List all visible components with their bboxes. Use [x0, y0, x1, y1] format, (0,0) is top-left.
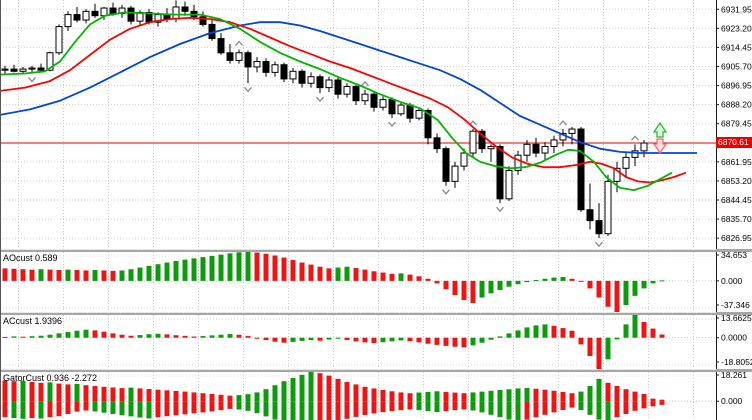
fractal-down-icon	[388, 121, 396, 128]
alligator-layer	[0, 11, 697, 192]
axis-tick-label: 18.261	[721, 370, 747, 380]
axis-tick-label: 6826.95	[721, 233, 752, 243]
ac-pane	[0, 315, 716, 369]
axis-tick-label: 6835.70	[721, 214, 752, 224]
pane-separator[interactable]	[0, 369, 752, 372]
fractal-down-icon	[442, 189, 450, 195]
axis-tick-label: 6923.20	[721, 23, 752, 33]
fractal-up-icon	[469, 120, 477, 126]
axis-tick-label: 34.653	[721, 250, 747, 260]
fractal-up-icon	[361, 80, 369, 87]
buy-arrow-icon	[652, 121, 668, 138]
pane-separators	[0, 249, 752, 372]
gator-pane	[0, 372, 716, 420]
axis-tick-label: 6931.95	[721, 4, 752, 14]
price-scale[interactable]	[716, 0, 752, 420]
fractal-down-icon	[244, 86, 252, 93]
fractal-down-icon	[316, 96, 324, 103]
axis-tick-label: 6896.95	[721, 81, 752, 91]
signals-layer	[652, 121, 668, 155]
axis-tick-label: 0.000	[721, 396, 743, 406]
axis-tick-label: -18.8052	[721, 357, 752, 367]
axis-labels: 6931.95 6923.20 6914.45 6905.70 6896.95 6888.…	[716, 4, 752, 406]
axis-tick-label: -37.346	[721, 300, 750, 310]
current-price-badge: 6870.61	[716, 137, 752, 148]
alligator-teeth-line	[0, 16, 687, 184]
axis-tick-label: 13.6625	[721, 313, 752, 323]
alligator-lips-line	[0, 11, 673, 192]
fractal-down-icon	[28, 77, 36, 83]
fractal-down-icon	[496, 206, 504, 213]
pane-separator[interactable]	[0, 312, 752, 315]
axis-tick-label: 0.000	[721, 276, 743, 286]
axis-tick-label: 6914.45	[721, 42, 752, 52]
alligator-jaw-line	[0, 21, 697, 154]
pane-separator[interactable]	[0, 249, 752, 252]
axis-tick-label: 6844.45	[721, 195, 752, 205]
fractal-up-icon	[631, 135, 639, 141]
ao-pane	[0, 252, 716, 312]
grid-layer	[0, 0, 716, 420]
axis-tick-label: 0.0000	[721, 333, 747, 343]
axis-tick-label: 6888.20	[721, 100, 752, 110]
axis-tick-label: 6861.95	[721, 157, 752, 167]
axis-tick-label: 6905.70	[721, 61, 752, 71]
sell-arrow-icon	[652, 138, 668, 155]
axis-tick-label: 6853.20	[721, 176, 752, 186]
axis-tick-label: 6879.45	[721, 119, 752, 129]
fractal-up-icon	[235, 40, 243, 46]
fractal-down-icon	[595, 241, 603, 248]
fractals-layer	[28, 0, 639, 248]
fractal-up-icon	[559, 120, 567, 126]
